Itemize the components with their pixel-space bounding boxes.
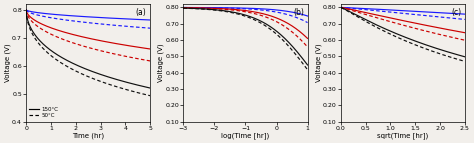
Y-axis label: Voltage (V): Voltage (V) xyxy=(4,43,11,82)
X-axis label: log(Time [hr]): log(Time [hr]) xyxy=(221,132,270,139)
Text: (c): (c) xyxy=(451,8,461,17)
Legend: 150°C, 50°C: 150°C, 50°C xyxy=(29,107,59,119)
Y-axis label: Voltage (V): Voltage (V) xyxy=(315,43,321,82)
X-axis label: Time (hr): Time (hr) xyxy=(72,132,104,139)
Text: (a): (a) xyxy=(136,8,146,17)
Text: (b): (b) xyxy=(293,8,304,17)
X-axis label: sqrt(Time [hr]): sqrt(Time [hr]) xyxy=(377,132,428,139)
Y-axis label: Voltage (V): Voltage (V) xyxy=(158,43,164,82)
